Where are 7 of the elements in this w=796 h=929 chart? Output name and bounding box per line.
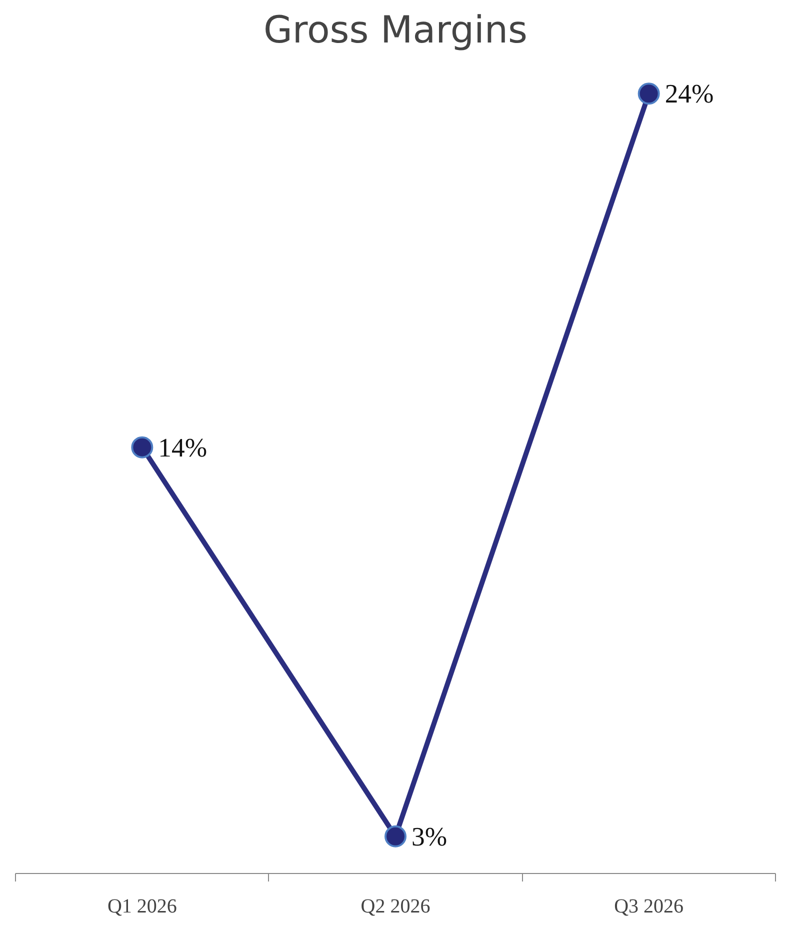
x-tick-label: Q2 2026 [360,896,430,918]
data-label: 3% [412,821,448,852]
x-tick-label: Q1 2026 [107,896,177,918]
data-label: 24% [664,78,714,109]
chart-title: Gross Margins [264,8,528,52]
data-label: 14% [158,432,208,462]
x-tick-label: Q3 2026 [614,896,684,918]
